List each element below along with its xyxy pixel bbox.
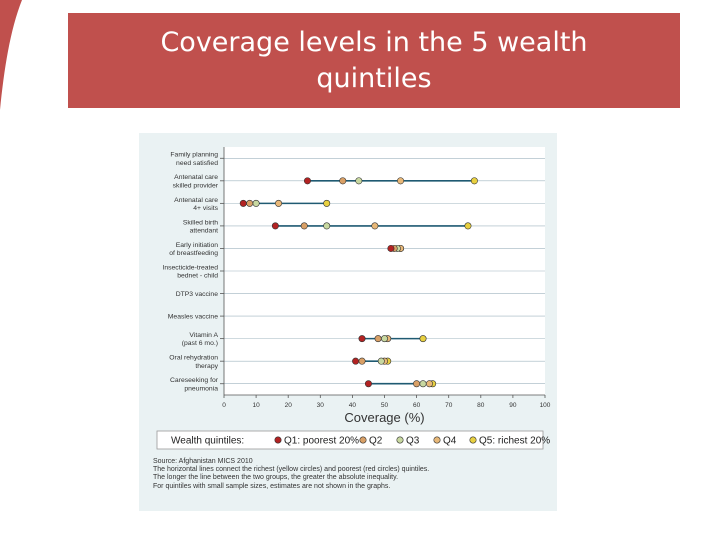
data-point-q3 (419, 380, 427, 388)
category-label: Measles vaccine (168, 314, 218, 321)
category-label: DTP3 vaccine (176, 291, 219, 298)
category-label: attendant (190, 228, 218, 235)
data-point-q3 (355, 177, 363, 185)
data-point-q1 (239, 199, 247, 207)
x-tick-label: 100 (540, 402, 551, 409)
legend-label-q3: Q3 (406, 436, 420, 447)
data-point-q2 (246, 199, 254, 207)
data-point-q1 (271, 222, 279, 230)
x-tick-label: 70 (445, 402, 453, 409)
category-label: need satisfied (176, 160, 218, 167)
data-point-q1 (387, 244, 395, 252)
category-label: Insecticide-treated (162, 264, 218, 271)
category-label: Vitamin A (189, 332, 218, 339)
data-point-q3 (381, 335, 389, 343)
data-point-q1 (364, 380, 372, 388)
category-label: Oral rehydration (169, 355, 218, 362)
note-line-2: The longer the line between the two grou… (153, 474, 399, 482)
data-point-q2 (300, 222, 308, 230)
category-label: Careseeking for (170, 377, 219, 384)
legend-title: Wealth quintiles: (171, 436, 244, 447)
data-point-q1 (303, 177, 311, 185)
x-tick-label: 30 (317, 402, 325, 409)
legend-box (156, 430, 544, 450)
category-label: Skilled birth (183, 219, 218, 226)
legend-marker-q5 (469, 436, 477, 444)
data-point-q2 (358, 357, 366, 365)
x-tick-label: 40 (349, 402, 357, 409)
corner-swoosh-decoration (0, 0, 22, 110)
data-point-q2 (339, 177, 347, 185)
x-tick-label: 90 (509, 402, 517, 409)
data-point-q1 (358, 335, 366, 343)
legend-marker-q1 (274, 436, 282, 444)
data-point-q3 (377, 357, 385, 365)
x-tick-label: 10 (252, 402, 260, 409)
source-line: Source: Afghanistan MICS 2010 (153, 458, 253, 465)
category-label: of breastfeeding (169, 250, 218, 257)
data-point-q3 (252, 199, 260, 207)
x-tick-label: 20 (285, 402, 293, 409)
data-point-q5 (323, 199, 331, 207)
note-line-1: The horizontal lines connect the richest… (153, 466, 430, 474)
legend-label-q5: Q5: richest 20% (479, 436, 550, 447)
x-axis-label: Coverage (%) (344, 410, 424, 425)
slide-title: Coverage levels in the 5 wealth quintile… (160, 26, 588, 94)
data-point-q4 (425, 380, 433, 388)
legend-label-q1: Q1: poorest 20% (284, 436, 359, 447)
title-banner: Coverage levels in the 5 wealth quintile… (68, 13, 680, 108)
category-label: (past 6 mo.) (182, 340, 218, 347)
data-point-q2 (374, 335, 382, 343)
x-tick-label: 0 (222, 402, 226, 409)
legend-label-q2: Q2 (369, 436, 383, 447)
category-label: Antenatal care (174, 174, 218, 181)
category-label: Early initiation (176, 242, 219, 249)
legend-marker-q3 (396, 436, 404, 444)
legend-marker-q2 (359, 436, 367, 444)
data-point-q4 (275, 199, 283, 207)
category-label: Family planning (170, 152, 218, 159)
category-label: bednet - child (177, 273, 218, 280)
chart-figure: 0 10 20 30 40 50 60 70 80 90 100 Coverage (%) Family… (139, 133, 557, 511)
data-point-q5 (470, 177, 478, 185)
category-label: therapy (195, 363, 218, 370)
data-point-q2 (413, 380, 421, 388)
data-point-q1 (352, 357, 360, 365)
data-point-q5 (419, 335, 427, 343)
data-point-q4 (371, 222, 379, 230)
category-label: pneumonia (184, 385, 218, 392)
source-notes: Source: Afghanistan MICS 2010 The horizo… (153, 458, 553, 491)
category-label: 4+ visits (193, 205, 218, 212)
category-label: skilled provider (173, 182, 219, 189)
note-line-3: For quintiles with small sample sizes, e… (153, 482, 391, 490)
data-point-q5 (464, 222, 472, 230)
data-point-q3 (323, 222, 331, 230)
legend-label-q4: Q4 (443, 436, 457, 447)
category-label: Antenatal care (174, 197, 218, 204)
coverage-chart: 0 10 20 30 40 50 60 70 80 90 100 Coverage (%) Family… (156, 147, 551, 450)
legend-marker-q4 (433, 436, 441, 444)
x-tick-label: 50 (381, 402, 389, 409)
x-tick-label: 60 (413, 402, 421, 409)
x-tick-label: 80 (477, 402, 485, 409)
data-point-q4 (397, 177, 405, 185)
